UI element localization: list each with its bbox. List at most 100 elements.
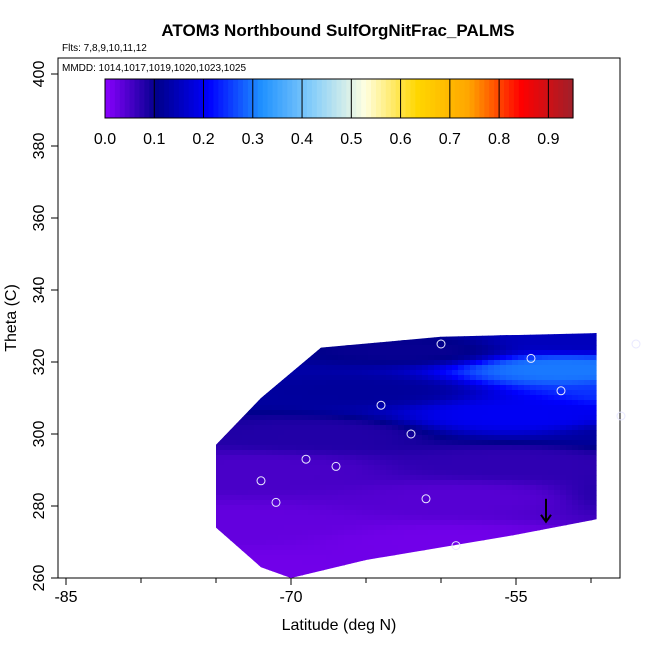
heatmap-cell [524, 475, 531, 481]
heatmap-cell [164, 505, 171, 511]
heatmap-cell [158, 410, 165, 416]
heatmap-cell [392, 390, 399, 396]
heatmap-cell [428, 405, 435, 411]
heatmap-cell [410, 370, 417, 376]
heatmap-cell [512, 510, 519, 516]
heatmap-cell [488, 350, 495, 356]
heatmap-cell [290, 285, 297, 291]
heatmap-cell [194, 260, 201, 266]
heatmap-cell [134, 395, 141, 401]
heatmap-cell [524, 550, 531, 556]
heatmap-cell [134, 555, 141, 561]
heatmap-cell [134, 370, 141, 376]
heatmap-cell [314, 305, 321, 311]
heatmap-cell [182, 570, 189, 576]
heatmap-cell [350, 390, 357, 396]
heatmap-cell [398, 455, 405, 461]
heatmap-cell [248, 510, 255, 516]
heatmap-cell [194, 275, 201, 281]
heatmap-cell [170, 395, 177, 401]
heatmap-cell [254, 495, 261, 501]
heatmap-cell [404, 305, 411, 311]
heatmap-cell [332, 265, 339, 271]
heatmap-cell [530, 370, 537, 376]
heatmap-cell [530, 320, 537, 326]
heatmap-cell [422, 535, 429, 541]
heatmap-cell [92, 530, 99, 536]
heatmap-cell [98, 260, 105, 266]
heatmap-cell [386, 370, 393, 376]
heatmap-cell [296, 560, 303, 566]
heatmap-cell [542, 420, 549, 426]
heatmap-cell [482, 535, 489, 541]
heatmap-cell [368, 480, 375, 486]
heatmap-cell [194, 490, 201, 496]
heatmap-cell [338, 300, 345, 306]
heatmap-cell [314, 255, 321, 261]
heatmap-cell [164, 310, 171, 316]
heatmap-cell [308, 560, 315, 566]
heatmap-cell [116, 310, 123, 316]
heatmap-cell [440, 430, 447, 436]
heatmap-cell [290, 405, 297, 411]
heatmap-cell [344, 490, 351, 496]
heatmap-cell [368, 360, 375, 366]
heatmap-cell [398, 570, 405, 576]
heatmap-cell [386, 345, 393, 351]
heatmap-cell [218, 365, 225, 371]
heatmap-cell [380, 435, 387, 441]
heatmap-cell [194, 505, 201, 511]
heatmap-cell [254, 530, 261, 536]
heatmap-cell [266, 430, 273, 436]
heatmap-cell [302, 280, 309, 286]
heatmap-cell [542, 330, 549, 336]
heatmap-cell [314, 340, 321, 346]
heatmap-cell [122, 340, 129, 346]
heatmap-cell [92, 375, 99, 381]
heatmap-cell [140, 495, 147, 501]
heatmap-cell [206, 500, 213, 506]
heatmap-cell [170, 310, 177, 316]
heatmap-cell [440, 530, 447, 536]
heatmap-cell [218, 295, 225, 301]
heatmap-cell [176, 370, 183, 376]
heatmap-cell [320, 270, 327, 276]
heatmap-cell [470, 325, 477, 331]
heatmap-cell [170, 500, 177, 506]
heatmap-cell [194, 405, 201, 411]
heatmap-cell [314, 310, 321, 316]
heatmap-cell [158, 270, 165, 276]
heatmap-cell [350, 380, 357, 386]
heatmap-cell [452, 415, 459, 421]
heatmap-cell [284, 560, 291, 566]
heatmap-cell [404, 295, 411, 301]
heatmap-cell [104, 280, 111, 286]
heatmap-cell [290, 365, 297, 371]
heatmap-cell [458, 395, 465, 401]
heatmap-cell [146, 360, 153, 366]
heatmap-cell [404, 320, 411, 326]
heatmap-cell [332, 264, 339, 266]
heatmap-cell [368, 460, 375, 466]
heatmap-cell [410, 280, 417, 286]
heatmap-cell [284, 290, 291, 296]
heatmap-cell [242, 530, 249, 536]
heatmap-cell [488, 455, 495, 461]
heatmap-cell [182, 480, 189, 486]
heatmap-cell [500, 320, 507, 326]
heatmap-cell [218, 545, 225, 551]
heatmap-cell [428, 525, 435, 531]
heatmap-cell [92, 395, 99, 401]
heatmap-cell [170, 455, 177, 461]
heatmap-cell [200, 350, 207, 356]
heatmap-cell [434, 430, 441, 436]
heatmap-cell [260, 570, 267, 576]
heatmap-cell [248, 475, 255, 481]
heatmap-cell [146, 480, 153, 486]
heatmap-cell [314, 265, 321, 271]
heatmap-cell [110, 565, 117, 571]
heatmap-cell [152, 495, 159, 501]
heatmap-cell [176, 510, 183, 516]
heatmap-cell [476, 350, 483, 356]
heatmap-cell [320, 510, 327, 516]
